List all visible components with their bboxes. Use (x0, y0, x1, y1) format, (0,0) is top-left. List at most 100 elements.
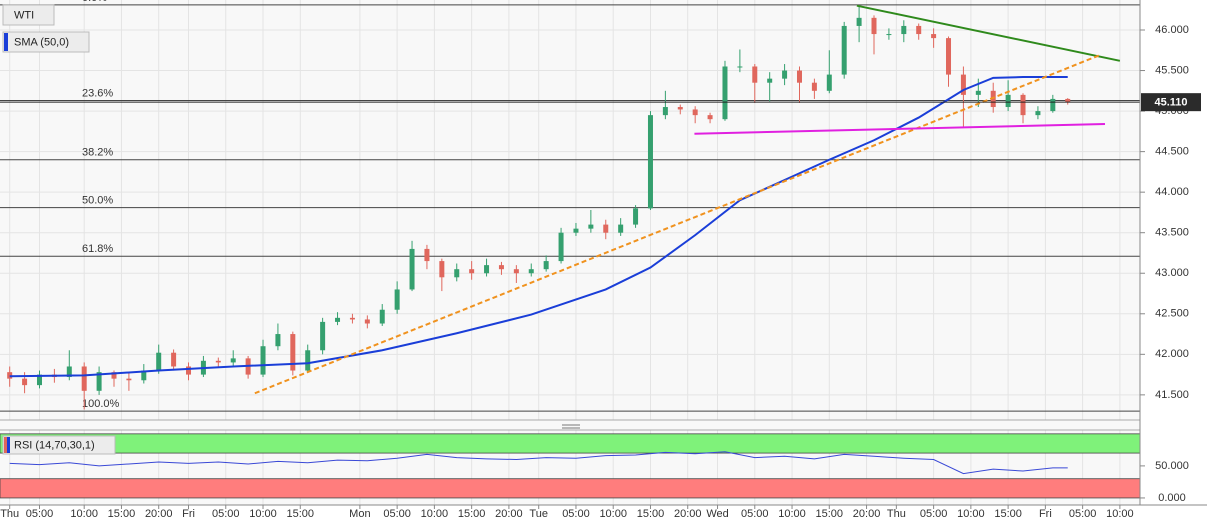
x-tick-label: 05:00 (920, 508, 948, 520)
candle-body (305, 350, 311, 371)
candle-body (126, 378, 132, 381)
candle-body (826, 74, 832, 91)
candle-body (960, 74, 966, 95)
fib-level-label: 0.0% (82, 0, 107, 4)
candle-body (320, 321, 326, 351)
x-tick-label: 05:00 (212, 508, 240, 520)
fib-level-label: 38.2% (82, 147, 113, 159)
candle-body (394, 289, 400, 310)
candle-body (513, 269, 519, 274)
candle-body (618, 224, 624, 233)
x-tick-label: 15:00 (458, 508, 486, 520)
x-tick-label: 10:00 (957, 508, 985, 520)
candle-body (469, 269, 475, 274)
candle-body (186, 366, 192, 375)
x-tick-label: Fri (182, 508, 195, 520)
candle-body (916, 25, 922, 35)
rsi-panel (0, 433, 1140, 499)
panel-resize-handle[interactable] (562, 424, 580, 429)
x-tick-label: 10:00 (599, 508, 627, 520)
sma-line (9, 76, 1068, 378)
x-tick-label: 15:00 (287, 508, 315, 520)
candle-body (81, 366, 87, 391)
candle-body (1005, 94, 1011, 108)
rsi-band (0, 478, 1140, 499)
candle-body (543, 261, 549, 270)
candle-body (722, 66, 728, 120)
candle-body (275, 334, 281, 347)
x-tick-label: Tue (529, 508, 548, 520)
x-tick-label: 05:00 (26, 508, 54, 520)
fib-level-label: 61.8% (82, 243, 113, 255)
x-tick-label: 20:00 (145, 508, 173, 520)
candle-body (156, 352, 162, 371)
fib-level-label: 23.6% (82, 87, 113, 99)
candle-body (767, 78, 773, 83)
trend-line (694, 123, 1106, 135)
candle-body (633, 208, 639, 225)
candle-body (856, 17, 862, 26)
candle-body (901, 25, 907, 35)
candle-body (349, 317, 355, 320)
candle-body (990, 90, 996, 108)
y-tick-label: 45.500 (1155, 64, 1189, 76)
candle-body (737, 66, 743, 68)
candle-body (528, 269, 534, 274)
x-tick-label: 10:00 (421, 508, 449, 520)
x-tick-label: Wed (706, 508, 728, 520)
candle-body (931, 34, 937, 39)
candle-body (752, 66, 758, 83)
x-tick-label: 15:00 (108, 508, 136, 520)
fib-level-label: 100.0% (82, 398, 120, 410)
y-tick-label: 43.000 (1155, 267, 1189, 279)
x-tick-label: 15:00 (816, 508, 844, 520)
rsi-text: RSI (14,70,30,1) (14, 439, 95, 451)
x-tick-label: 05:00 (383, 508, 411, 520)
candle-body (379, 309, 385, 324)
candle-body (886, 34, 892, 36)
candle-body (946, 38, 952, 75)
fib-level-label: 50.0% (82, 194, 113, 206)
candle-body (424, 248, 430, 262)
candle-body (290, 334, 296, 371)
symbol-label[interactable]: WTI (2, 4, 55, 26)
candle-body (498, 265, 504, 270)
y-tick-label: 50.000 (1155, 460, 1189, 472)
x-tick-label: 05:00 (562, 508, 590, 520)
y-tick-label: 0.000 (1158, 492, 1186, 504)
candle-body (111, 372, 117, 379)
rsi-label[interactable]: RSI (14,70,30,1) (2, 435, 116, 455)
x-tick-label: 05:00 (741, 508, 769, 520)
x-tick-label: Mon (349, 508, 370, 520)
y-tick-label: 43.500 (1155, 227, 1189, 239)
x-tick-label: Thu (887, 508, 906, 520)
candle-body (677, 107, 683, 110)
candle-body (782, 70, 788, 79)
candle-body (215, 360, 221, 363)
x-tick-label: 05:00 (1069, 508, 1097, 520)
sma-text: SMA (50,0) (14, 36, 69, 48)
candle-body (409, 248, 415, 290)
sma-label[interactable]: SMA (50,0) (2, 31, 90, 53)
x-tick-label: 15:00 (994, 508, 1022, 520)
candle-body (335, 317, 341, 322)
x-tick-label: 20:00 (674, 508, 702, 520)
symbol-text: WTI (14, 9, 34, 21)
last-price-label: 45.110 (1154, 97, 1187, 109)
y-tick-label: 44.000 (1155, 186, 1189, 198)
x-tick-label: 10:00 (70, 508, 98, 520)
x-tick-label: 10:00 (249, 508, 277, 520)
y-tick-label: 44.500 (1155, 146, 1189, 158)
candle-body (692, 109, 698, 116)
plot-background (0, 0, 1140, 505)
candle-body (647, 115, 653, 209)
candle-body (558, 232, 564, 262)
candle-body (439, 261, 445, 278)
price-panel: 0.0% 23.6% 38.2% 50.0% 61.8% 100.0% (0, 0, 1140, 412)
x-tick-label: 20:00 (495, 508, 523, 520)
candle-body (364, 319, 370, 324)
candle-body (796, 70, 802, 83)
rsi-line (9, 451, 1068, 475)
